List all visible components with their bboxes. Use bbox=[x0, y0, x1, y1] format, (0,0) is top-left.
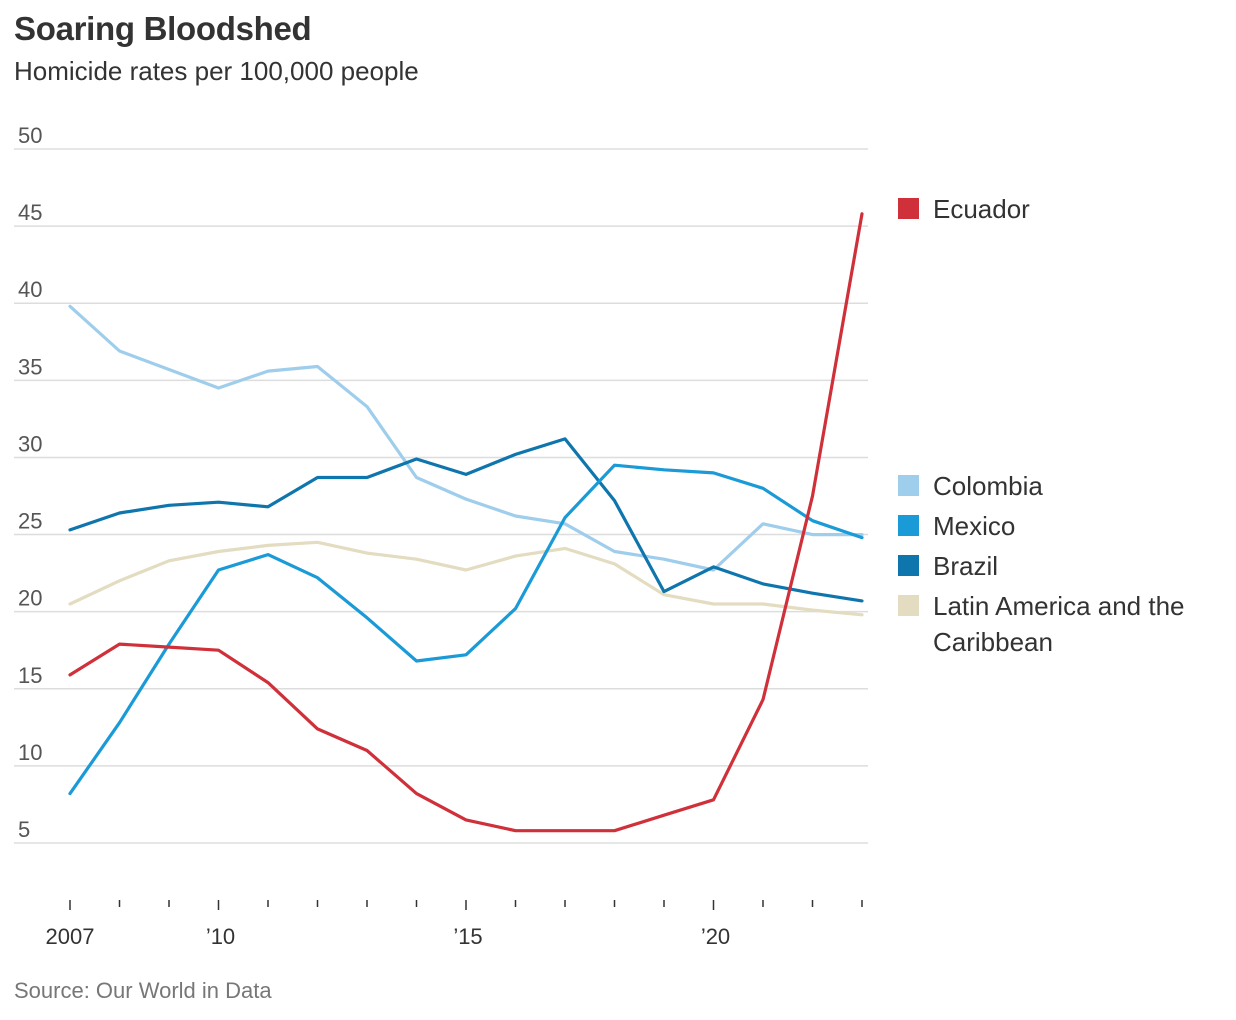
series-line-ecuador bbox=[68, 212, 864, 833]
y-tick-label: 15 bbox=[18, 663, 42, 688]
legend-swatch bbox=[898, 198, 919, 219]
y-tick-label: 10 bbox=[18, 740, 42, 765]
legend-label: Colombia bbox=[933, 471, 1043, 501]
chart-title: Soaring Bloodshed bbox=[14, 10, 312, 47]
x-tick-label: ’10 bbox=[206, 924, 235, 949]
legend-swatch bbox=[898, 475, 919, 496]
source-note: Source: Our World in Data bbox=[14, 978, 272, 1003]
y-tick-label: 25 bbox=[18, 509, 42, 534]
legend-label: Mexico bbox=[933, 511, 1015, 541]
legend: Ecuador Colombia Mexico Brazil Latin America… bbox=[898, 194, 1185, 657]
legend-item-mexico: Mexico bbox=[898, 511, 1015, 541]
legend-item-ecuador: Ecuador bbox=[898, 194, 1030, 224]
y-tick-label: 40 bbox=[18, 277, 42, 302]
x-tick-label: ’20 bbox=[701, 924, 730, 949]
x-tick-label: 2007 bbox=[46, 924, 95, 949]
y-tick-label: 30 bbox=[18, 431, 42, 456]
legend-label: Brazil bbox=[933, 551, 998, 581]
legend-item-colombia: Colombia bbox=[898, 471, 1043, 501]
y-axis-tick-labels: 50 45 40 35 30 25 20 15 10 5 bbox=[18, 123, 42, 842]
legend-item-brazil: Brazil bbox=[898, 551, 998, 581]
chart-subtitle: Homicide rates per 100,000 people bbox=[14, 56, 419, 86]
series-line-mexico bbox=[68, 463, 864, 796]
series-line-colombia bbox=[68, 304, 864, 572]
legend-swatch bbox=[898, 555, 919, 576]
legend-label: Latin America and the bbox=[933, 591, 1185, 621]
y-tick-label: 50 bbox=[18, 123, 42, 148]
x-tick-label: ’15 bbox=[453, 924, 482, 949]
series-lines bbox=[68, 212, 864, 833]
series-line-brazil bbox=[68, 437, 864, 603]
legend-label: Caribbean bbox=[933, 627, 1053, 657]
y-tick-label: 20 bbox=[18, 586, 42, 611]
x-axis: 2007 ’10 ’15 ’20 bbox=[46, 900, 863, 949]
legend-item-latin-america-and-the-caribbean: Latin America and the Caribbean bbox=[898, 591, 1185, 657]
y-tick-label: 35 bbox=[18, 354, 42, 379]
series-line-latin-america-and-the-caribbean bbox=[68, 540, 864, 617]
legend-swatch bbox=[898, 515, 919, 536]
legend-label: Ecuador bbox=[933, 194, 1030, 224]
legend-swatch bbox=[898, 595, 919, 616]
y-tick-label: 45 bbox=[18, 200, 42, 225]
gridlines bbox=[14, 148, 868, 844]
y-tick-label: 5 bbox=[18, 817, 30, 842]
